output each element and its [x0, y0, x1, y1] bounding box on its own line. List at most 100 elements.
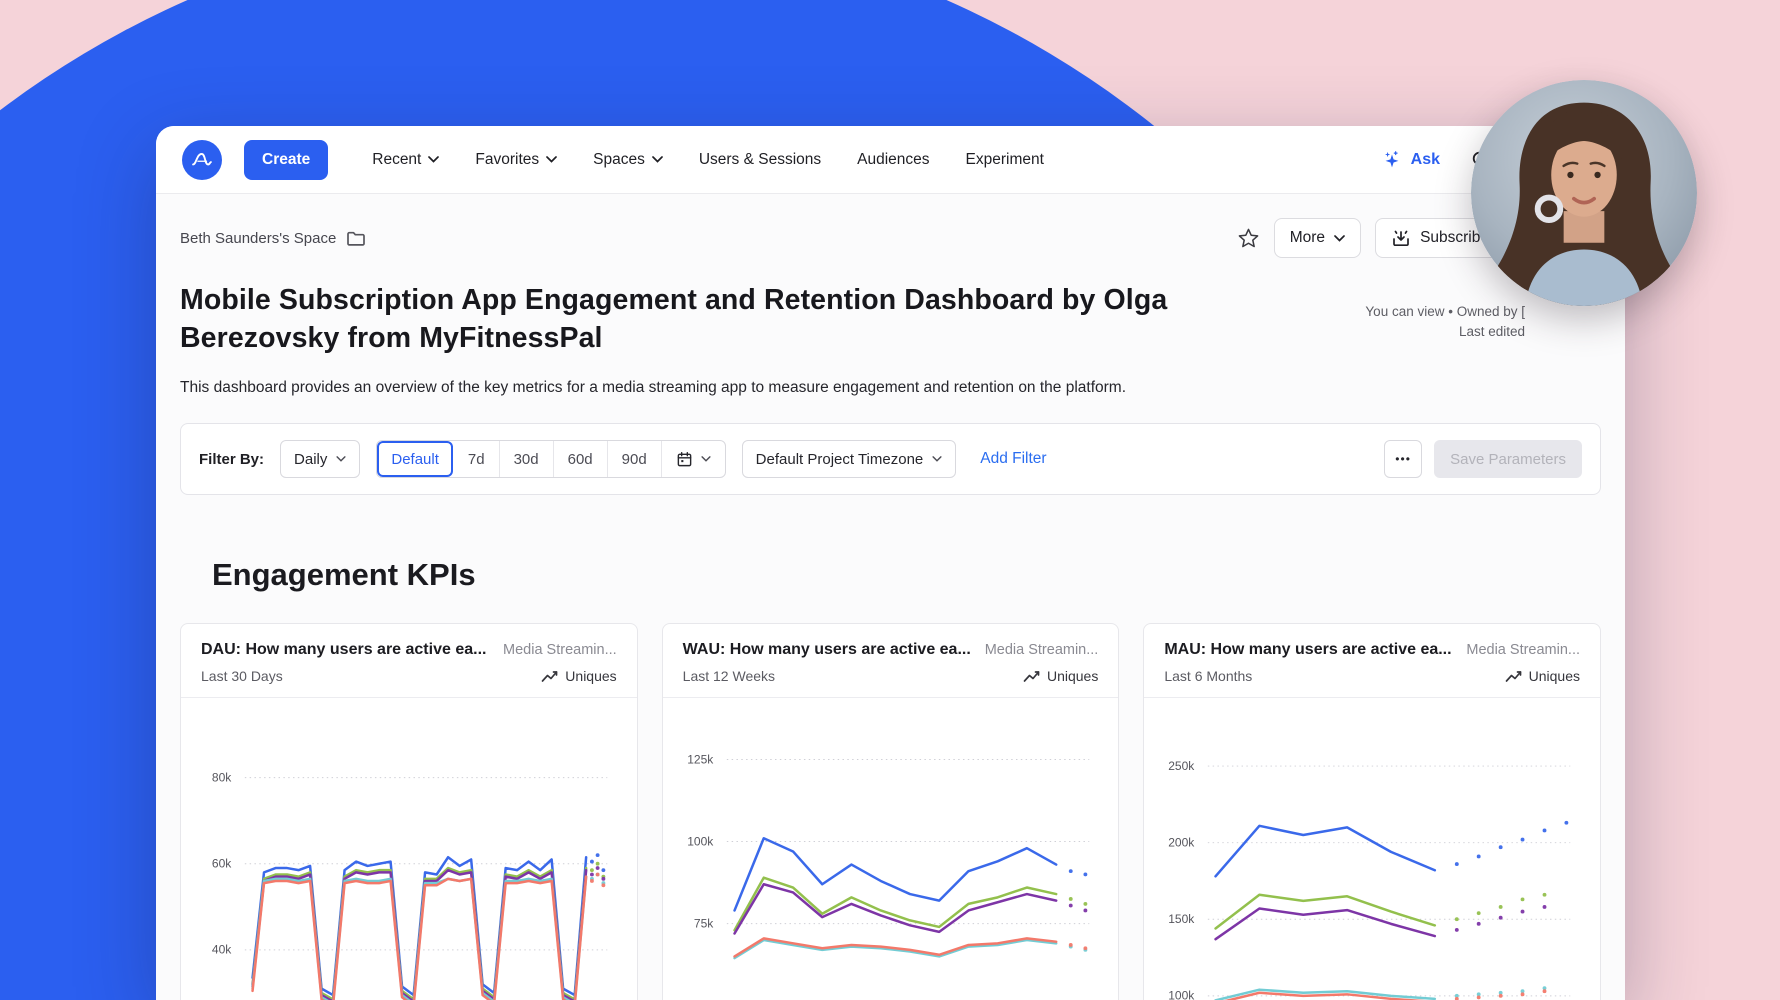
amplitude-logo[interactable] [182, 139, 222, 180]
chevron-down-icon [932, 456, 942, 462]
user-avatar[interactable] [1471, 80, 1697, 306]
filter-by-label: Filter By: [199, 450, 265, 468]
app-window: Create Recent Favorites Spaces Users & S… [156, 126, 1625, 1000]
wau-line-chart: 125k 100k 75k 50k [663, 698, 1119, 1000]
segment-default[interactable]: Default [377, 441, 453, 477]
card-date-range: Last 12 Weeks [682, 668, 776, 685]
nav-item-label: Recent [372, 150, 422, 168]
nav-item-users-sessions[interactable]: Users & Sessions [699, 151, 821, 169]
page-title: Mobile Subscription App Engagement and R… [180, 284, 1168, 354]
card-metric: Uniques [1505, 668, 1580, 684]
card-source: Media Streamin... [984, 642, 1099, 659]
nav-items: Recent Favorites Spaces Users & Sessions… [372, 151, 1044, 169]
save-parameters-button[interactable]: Save Parameters [1434, 440, 1582, 479]
svg-text:200k: 200k [1169, 836, 1196, 850]
line-chart-icon [1023, 670, 1040, 682]
segment-90d[interactable]: 90d [606, 441, 661, 478]
card-header: WAU: How many users are active ea... Med… [662, 624, 1119, 699]
top-navbar: Create Recent Favorites Spaces Users & S… [156, 126, 1625, 194]
svg-text:250k: 250k [1169, 759, 1196, 773]
svg-text:100k: 100k [687, 835, 714, 849]
line-chart-icon [1505, 670, 1521, 682]
dau-chart-card[interactable]: DAU: How many users are active ea... Med… [180, 623, 638, 1000]
breadcrumb-label: Beth Saunders's Space [180, 229, 337, 247]
card-header: DAU: How many users are active ea... Med… [181, 624, 637, 699]
chevron-down-icon [336, 456, 346, 462]
card-source: Media Streamin... [1466, 642, 1581, 659]
svg-text:50k: 50k [694, 999, 714, 1000]
metric-label: Uniques [565, 668, 617, 685]
star-icon [1238, 228, 1259, 248]
timezone-value: Default Project Timezone [755, 450, 924, 468]
chevron-down-icon [428, 156, 440, 163]
breadcrumb[interactable]: Beth Saunders's Space [180, 230, 366, 247]
inbox-arrow-icon [1393, 230, 1409, 247]
nav-item-label: Experiment [965, 150, 1044, 168]
segment-30d[interactable]: 30d [498, 441, 553, 478]
nav-item-spaces[interactable]: Spaces [593, 151, 663, 169]
nav-item-label: Users & Sessions [698, 150, 822, 168]
more-label: More [1289, 229, 1326, 246]
nav-item-recent[interactable]: Recent [372, 150, 440, 169]
svg-text:80k: 80k [212, 771, 232, 785]
nav-item-audiences[interactable]: Audiences [857, 151, 929, 169]
card-header: MAU: How many users are active ea... Med… [1144, 624, 1601, 699]
sparkle-icon [1384, 150, 1399, 167]
card-metric: Uniques [1023, 668, 1098, 684]
metric-label: Uniques [1046, 668, 1099, 685]
mau-line-chart: 250k 200k 150k 100k [1144, 698, 1600, 1000]
nav-item-experiment[interactable]: Experiment [966, 151, 1044, 169]
filter-bar: Filter By: Daily Default 7d 30d 60d 90d [180, 423, 1601, 496]
page-description: This dashboard provides an overview of t… [180, 379, 1127, 397]
ask-button[interactable]: Ask [1381, 149, 1440, 171]
filter-right-actions: ••• Save Parameters [1384, 440, 1582, 479]
metric-label: Uniques [1528, 668, 1581, 685]
add-filter-button[interactable]: Add Filter [980, 450, 1047, 468]
more-button[interactable]: More [1273, 218, 1362, 258]
svg-text:125k: 125k [687, 753, 714, 767]
ask-label: Ask [1410, 150, 1440, 168]
nav-item-label: Favorites [475, 150, 540, 168]
svg-text:75k: 75k [694, 917, 714, 931]
date-range-segments: Default 7d 30d 60d 90d [376, 440, 726, 479]
card-metric: Uniques [541, 668, 617, 685]
interval-select[interactable]: Daily [280, 440, 361, 479]
nav-item-favorites[interactable]: Favorites [475, 151, 557, 169]
card-title: MAU: How many users are active ea... [1164, 641, 1452, 659]
custom-date-picker[interactable] [660, 441, 725, 478]
create-button[interactable]: Create [244, 139, 329, 180]
line-chart-icon [541, 670, 558, 682]
section-title: Engagement KPIs [212, 557, 476, 593]
permissions-meta: You can view • Owned by [ Last edited [1365, 302, 1525, 343]
svg-text:100k: 100k [1169, 989, 1196, 1000]
kpi-cards-row: DAU: How many users are active ea... Med… [180, 623, 1602, 1000]
mau-chart-card[interactable]: MAU: How many users are active ea... Med… [1143, 623, 1602, 1000]
folder-icon [347, 231, 366, 246]
dashboard-content: Beth Saunders's Space More [156, 194, 1625, 1000]
chevron-down-icon [546, 156, 557, 163]
segment-7d[interactable]: 7d [467, 450, 485, 468]
filter-overflow-button[interactable]: ••• [1384, 440, 1423, 479]
card-date-range: Last 30 Days [201, 668, 283, 685]
svg-text:40k: 40k [212, 943, 232, 957]
chevron-down-icon [651, 156, 663, 163]
card-date-range: Last 6 Months [1164, 668, 1253, 685]
dau-line-chart: 80k 60k 40k [181, 698, 637, 1000]
card-title: WAU: How many users are active ea... [682, 641, 971, 659]
wau-chart-card[interactable]: WAU: How many users are active ea... Med… [661, 623, 1120, 1000]
interval-value: Daily [294, 450, 328, 468]
timezone-select[interactable]: Default Project Timezone [741, 440, 957, 479]
breadcrumb-row: Beth Saunders's Space More [180, 194, 1601, 258]
card-title: DAU: How many users are active ea... [201, 641, 487, 659]
last-edited-line: Last edited [1458, 324, 1525, 340]
permissions-line: You can view • Owned by [ [1365, 304, 1525, 319]
calendar-icon [677, 451, 692, 467]
segment-60d[interactable]: 60d [552, 441, 607, 478]
chevron-down-icon [701, 456, 711, 462]
nav-item-label: Spaces [593, 150, 645, 168]
card-source: Media Streamin... [503, 642, 617, 659]
favorite-button[interactable] [1237, 227, 1260, 249]
svg-text:150k: 150k [1169, 912, 1196, 926]
subscribe-label: Subscribe [1420, 229, 1489, 246]
svg-text:60k: 60k [212, 857, 232, 871]
